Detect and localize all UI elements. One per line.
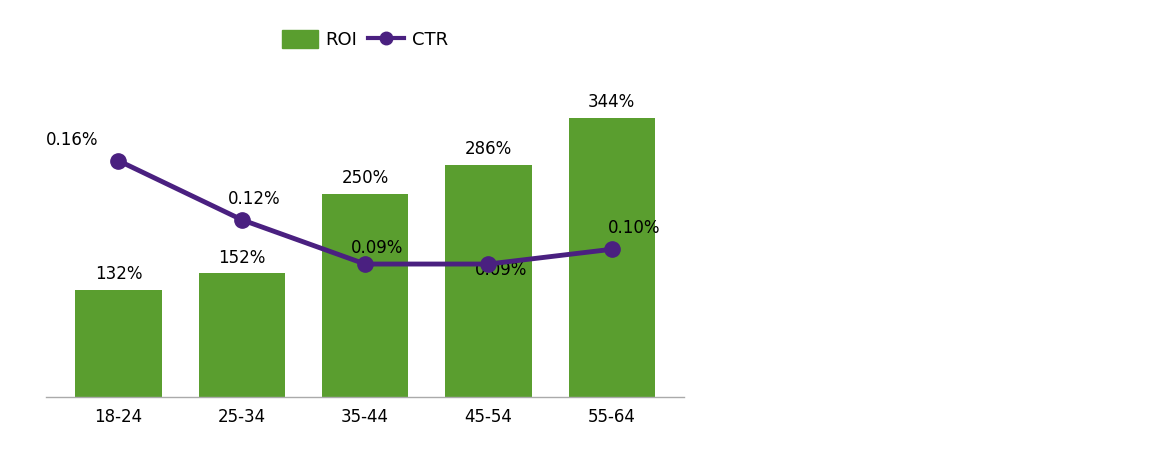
Text: 0.09%: 0.09% <box>351 239 403 257</box>
Bar <box>569 118 655 397</box>
Text: 132%: 132% <box>95 265 143 283</box>
Text: 286%: 286% <box>465 140 512 158</box>
Text: 0.12%: 0.12% <box>228 190 280 208</box>
Bar <box>445 165 532 397</box>
Text: 250%: 250% <box>342 170 388 188</box>
Bar <box>198 273 285 397</box>
Text: 0.09%: 0.09% <box>474 261 527 279</box>
Bar <box>322 194 408 397</box>
Text: 0.10%: 0.10% <box>607 220 661 238</box>
Text: 152%: 152% <box>218 249 265 267</box>
Legend: ROI, CTR: ROI, CTR <box>275 23 455 56</box>
Text: 344%: 344% <box>588 93 635 111</box>
Bar <box>75 290 161 397</box>
Text: 0.16%: 0.16% <box>45 131 97 149</box>
